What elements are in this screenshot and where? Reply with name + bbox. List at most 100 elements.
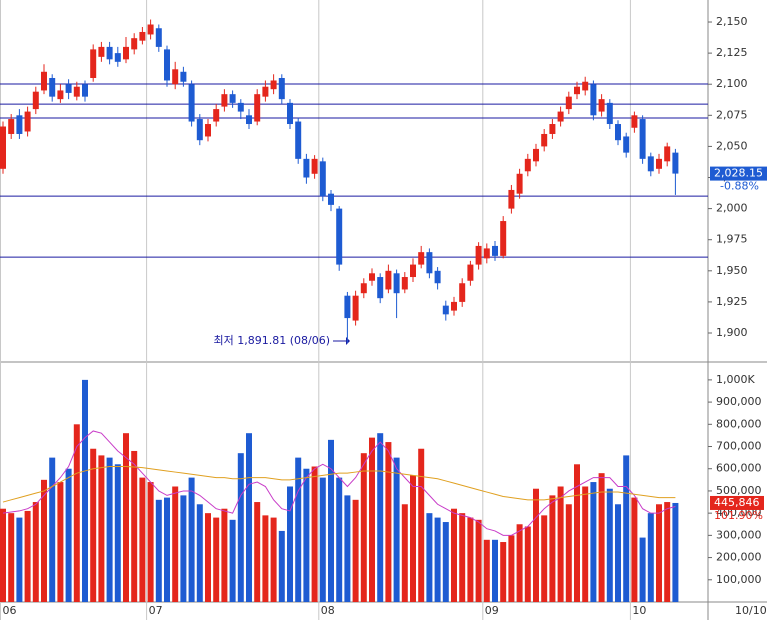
candle-body — [196, 119, 203, 141]
volume-bar — [164, 497, 170, 602]
change-label: -0.88% — [720, 180, 759, 193]
candle-body — [524, 158, 531, 172]
volume-bar — [672, 502, 679, 602]
candle-body — [598, 99, 605, 112]
volume-bar — [656, 504, 662, 602]
candle-body — [385, 270, 392, 290]
volume-bar — [49, 457, 56, 602]
volume-bar — [615, 504, 621, 602]
candle-body — [16, 115, 23, 134]
candle-body — [57, 90, 64, 100]
volume-bar — [639, 537, 646, 602]
volume-bar — [459, 513, 466, 602]
volume-bar — [524, 526, 531, 602]
volume-bar — [311, 466, 318, 602]
candle-body — [303, 158, 310, 178]
volume-bar — [41, 479, 47, 602]
volume-bar — [590, 482, 597, 602]
candle-body — [631, 115, 638, 128]
candle-body — [393, 273, 400, 294]
volume-bar — [475, 519, 482, 602]
y-tick-label: 200,000 — [716, 551, 762, 564]
volume-bar — [664, 502, 671, 602]
volume-average-line — [2, 430, 676, 536]
candle-body — [451, 301, 457, 311]
volume-label-box — [710, 495, 764, 510]
volume-bar — [426, 513, 433, 602]
volume-bar — [196, 504, 203, 602]
volume-bar — [303, 468, 310, 602]
volume-bar — [434, 517, 441, 602]
candle-body — [82, 84, 88, 97]
volume-bar — [565, 504, 572, 602]
volume-bar — [352, 499, 359, 602]
candle-body — [565, 96, 572, 110]
candle-body — [541, 133, 548, 147]
volume-bar — [229, 519, 236, 602]
volume-bar — [24, 510, 31, 602]
candle-body — [639, 119, 646, 159]
volume-bar — [385, 442, 392, 602]
candle-body — [287, 102, 293, 125]
volume-bar — [213, 517, 220, 602]
candle-body — [188, 84, 195, 122]
volume-bar — [647, 513, 654, 602]
volume-bar — [123, 433, 129, 602]
candle-body — [49, 77, 56, 97]
y-tick-label: 800,000 — [716, 417, 762, 430]
volume-bar — [147, 482, 154, 602]
candle-body — [656, 158, 662, 169]
volume-bar — [73, 424, 80, 602]
x-tick-label: 07 — [149, 604, 163, 617]
volume-bar — [295, 457, 302, 602]
volume-bar — [16, 517, 23, 602]
candle-body — [155, 28, 162, 47]
x-last-date: 10/10 — [735, 604, 767, 617]
volume-bar — [574, 464, 580, 602]
candle-body — [549, 124, 556, 134]
volume-bar — [205, 513, 211, 602]
y-tick-label: 1,950 — [716, 264, 748, 277]
volume-bar — [246, 433, 252, 602]
ratio-label: 101.90% — [714, 509, 763, 522]
volume-bar — [393, 457, 400, 602]
volume-bar — [278, 530, 285, 602]
low-annotation: 최저 1,891.81 (08/06) — [213, 334, 330, 347]
y-tick-label: 1,925 — [716, 295, 748, 308]
volume-bar — [533, 488, 539, 602]
candle-body — [32, 91, 39, 110]
candle-body — [360, 283, 367, 294]
volume-bar — [254, 502, 261, 602]
y-tick-label: 700,000 — [716, 440, 762, 453]
volume-bar — [270, 517, 277, 602]
volume-label: 445,846 — [714, 496, 760, 509]
volume-bar — [344, 495, 351, 602]
candle-body — [475, 245, 482, 265]
y-tick-label: 1,975 — [716, 233, 748, 246]
candle-body — [434, 270, 441, 284]
candle-body — [492, 245, 498, 256]
volume-bar — [221, 508, 228, 602]
candle-body — [574, 86, 580, 95]
volume-bar — [57, 482, 64, 602]
candle-body — [418, 252, 425, 265]
volume-bar — [237, 453, 244, 602]
volume-bar — [483, 539, 490, 602]
candle-body — [319, 161, 326, 197]
candle-body — [615, 124, 621, 141]
volume-bar — [106, 457, 113, 602]
candle-body — [172, 69, 179, 85]
candle-body — [664, 146, 671, 162]
volume-bar — [98, 455, 105, 602]
volume-bar — [336, 477, 343, 602]
candle-body — [500, 221, 507, 256]
candle-body — [401, 277, 408, 290]
volume-bar — [582, 486, 589, 602]
price-label: 2,028.15 — [714, 167, 763, 180]
y-tick-label: 1,900 — [716, 326, 748, 339]
volume-bar — [65, 468, 72, 602]
candle-body — [508, 189, 515, 209]
candle-body — [8, 119, 15, 134]
candle-body — [483, 248, 490, 259]
volume-bar — [319, 477, 326, 602]
